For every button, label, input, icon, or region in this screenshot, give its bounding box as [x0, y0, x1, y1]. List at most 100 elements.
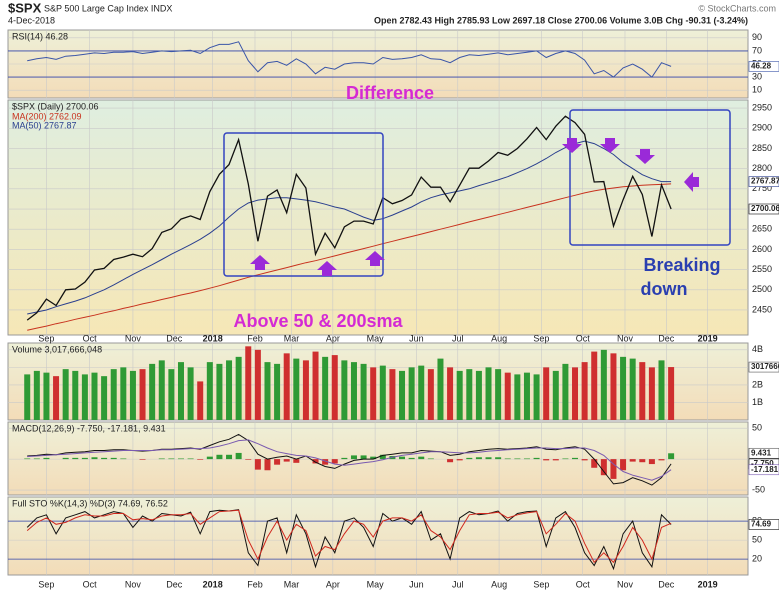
bar — [91, 372, 98, 420]
bar — [475, 370, 482, 420]
bar — [245, 346, 252, 420]
bar — [639, 362, 646, 420]
x-tick-label: Sep — [533, 333, 549, 343]
bar — [24, 458, 31, 460]
panel-title: Volume 3,017,666,048 — [12, 344, 102, 354]
bar — [177, 362, 184, 420]
bar — [648, 459, 655, 465]
bar — [562, 458, 569, 460]
bar — [668, 453, 675, 460]
index-name: S&P 500 Large Cap Index INDX — [44, 3, 172, 13]
bar — [33, 458, 40, 460]
x-tick-label: Apr — [326, 333, 340, 343]
x-tick-label: Feb — [247, 333, 263, 343]
bar — [331, 355, 338, 420]
panel-background — [7, 421, 749, 496]
y-tick-label: -50 — [752, 484, 765, 494]
y-tick-label: 4B — [752, 344, 763, 354]
x-tick-label: Jun — [409, 579, 424, 589]
bar — [312, 351, 319, 420]
bar — [456, 370, 463, 420]
credit: © StockCharts.com — [698, 3, 776, 13]
x-tick-label: Oct — [83, 579, 98, 589]
y-tick-label: 2500 — [752, 284, 772, 294]
y-tick-label: 10 — [752, 85, 762, 95]
bar — [572, 367, 579, 420]
bar — [216, 363, 223, 420]
bar — [283, 353, 290, 420]
annotation: Difference — [346, 83, 434, 103]
bar — [254, 349, 261, 420]
bar — [158, 360, 165, 420]
bar — [514, 458, 521, 460]
bar — [572, 457, 579, 460]
bar — [283, 459, 290, 462]
bar — [408, 367, 415, 420]
bar — [591, 351, 598, 420]
bar — [264, 459, 271, 471]
last-value-box — [748, 464, 779, 476]
bar — [216, 454, 223, 460]
panel-background — [7, 342, 749, 421]
series-line — [27, 183, 672, 331]
bar — [129, 370, 136, 420]
bar — [226, 454, 233, 460]
x-tick-label: 2019 — [698, 579, 718, 589]
bar — [610, 459, 617, 479]
bar — [197, 381, 204, 420]
bar — [110, 457, 117, 460]
bar — [466, 457, 473, 460]
bar — [379, 454, 386, 460]
bar — [427, 458, 434, 460]
bar — [158, 458, 165, 460]
bar — [43, 457, 50, 460]
date: 4-Dec-2018 — [8, 15, 55, 25]
bar — [139, 459, 146, 460]
bar — [648, 367, 655, 420]
last-value-box — [748, 447, 779, 459]
x-tick-label: Sep — [38, 333, 54, 343]
x-tick-label: Jun — [409, 333, 424, 343]
x-tick-label: Aug — [491, 333, 507, 343]
x-tick-label: Feb — [247, 579, 263, 589]
y-tick-label: 2950 — [752, 102, 772, 112]
bar — [33, 370, 40, 420]
x-tick-label: Mar — [284, 579, 300, 589]
bar — [668, 367, 675, 420]
bar — [168, 369, 175, 420]
bar — [341, 457, 348, 460]
last-value-box — [748, 519, 779, 530]
x-tick-label: Nov — [125, 579, 142, 589]
x-tick-label: Dec — [658, 579, 675, 589]
bar — [495, 457, 502, 460]
quote: Open 2782.43 High 2785.93 Low 2697.18 Cl… — [374, 15, 748, 25]
bar — [187, 367, 194, 420]
x-tick-label: Mar — [284, 333, 300, 343]
bar — [543, 367, 550, 420]
y-tick-label: 2900 — [752, 123, 772, 133]
panel-title: MACD(12,26,9) -7.750, -17.181, 9.431 — [12, 423, 166, 433]
bar — [149, 363, 156, 420]
last-value-box — [748, 361, 779, 373]
bar — [399, 370, 406, 420]
bar — [610, 353, 617, 420]
bar — [581, 362, 588, 420]
bar — [600, 459, 607, 476]
bar — [293, 358, 300, 420]
y-tick-label: 1B — [752, 397, 763, 407]
y-tick-label: 30 — [752, 71, 762, 81]
bar — [658, 360, 665, 420]
legend-entry: MA(50) 2767.87 — [12, 120, 77, 130]
last-value-label: 2700.06 — [751, 204, 779, 213]
bar — [254, 459, 261, 470]
bar — [370, 367, 377, 420]
bar — [418, 456, 425, 460]
bar — [206, 456, 213, 460]
bar — [427, 369, 434, 420]
bar — [24, 374, 31, 420]
bar — [110, 369, 117, 420]
bar — [658, 459, 665, 461]
bar — [274, 459, 281, 465]
x-tick-label: Aug — [491, 579, 507, 589]
bar — [639, 459, 646, 463]
